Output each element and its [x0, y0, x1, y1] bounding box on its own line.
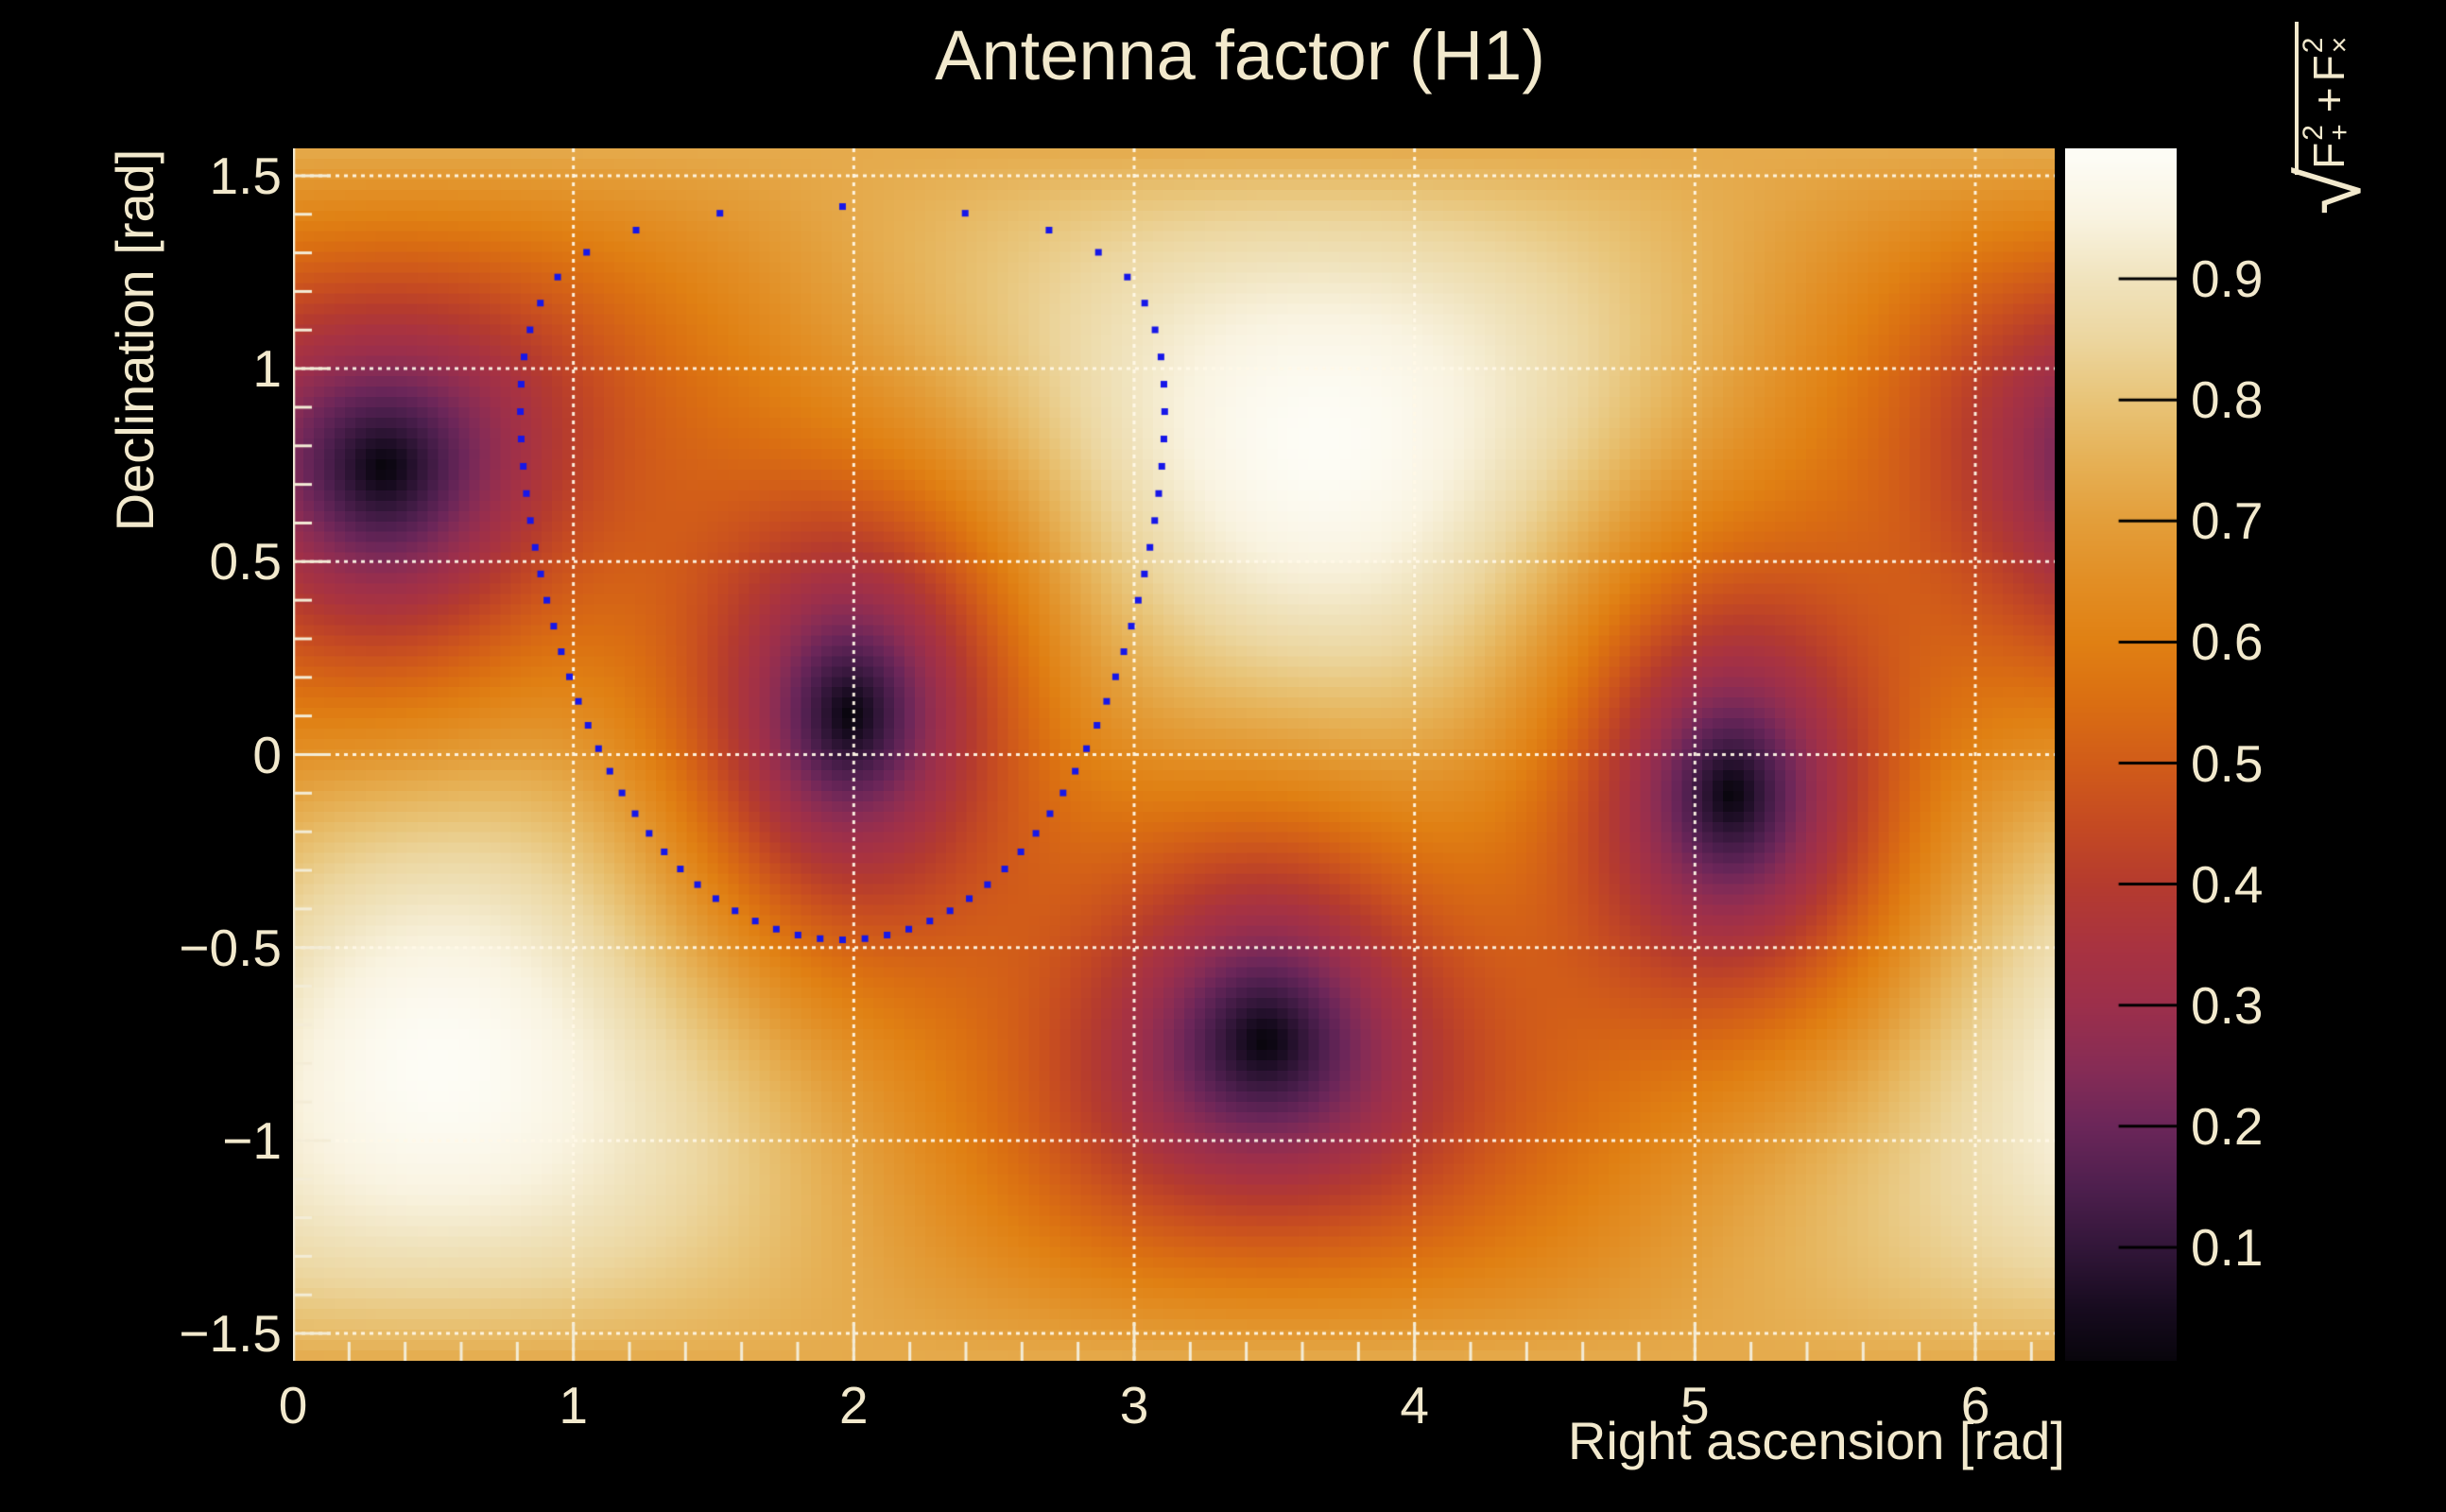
colorbar-tick-label-0.6: 0.6: [2191, 612, 2264, 672]
y-tick-label--1: −1: [222, 1110, 282, 1170]
y-tick-label-0.5: 0.5: [209, 532, 282, 592]
x-tick-label-5: 5: [1680, 1376, 1710, 1435]
colorbar-canvas: [2065, 148, 2177, 1361]
formula-sup-2: 2: [2297, 125, 2329, 141]
formula-f-plus-scripts: 2 +: [2297, 124, 2356, 141]
y-tick-label--1.5: −1.5: [179, 1304, 282, 1364]
colorbar-tick-label-0.8: 0.8: [2191, 370, 2264, 430]
plot-title: Antenna factor (H1): [935, 16, 1545, 94]
y-tick-label-1.5: 1.5: [209, 146, 282, 205]
colorbar-tick-label-0.7: 0.7: [2191, 491, 2264, 551]
x-tick-label-4: 4: [1400, 1376, 1429, 1435]
y-axis-title: Declination [rad]: [105, 148, 164, 532]
y-tick-label-0: 0: [252, 725, 282, 784]
x-tick-label-0: 0: [278, 1376, 308, 1435]
formula-plus-op: +: [2304, 87, 2353, 113]
x-tick-label-1: 1: [559, 1376, 588, 1435]
x-tick-label-3: 3: [1119, 1376, 1149, 1435]
colorbar-tick-label-0.9: 0.9: [2191, 249, 2264, 309]
plot-overlay-canvas: [293, 148, 2055, 1361]
formula-sup-2b: 2: [2297, 37, 2329, 54]
colorbar-tick-label-0.5: 0.5: [2191, 733, 2264, 793]
formula-sub-cross: ×: [2324, 36, 2355, 54]
formula-f-cross-scripts: 2 ×: [2297, 36, 2356, 54]
colorbar-tick-label-0.4: 0.4: [2191, 854, 2264, 914]
y-tick-label-1: 1: [252, 339, 282, 399]
colorbar-axis-title: √ F 2 + + F 2 ×: [2273, 0, 2379, 269]
formula-sub-plus: +: [2324, 124, 2355, 141]
colorbar-tick-label-0.1: 0.1: [2191, 1217, 2264, 1277]
colorbar-tick-label-0.2: 0.2: [2191, 1096, 2264, 1156]
formula-f-cross: F: [2304, 55, 2353, 82]
x-axis-title: Right ascension [rad]: [1567, 1411, 2065, 1470]
x-tick-label-2: 2: [839, 1376, 869, 1435]
formula-radicand: F 2 + + F 2 ×: [2294, 21, 2356, 175]
y-tick-label--0.5: −0.5: [179, 918, 282, 977]
formula-f-plus: F: [2304, 142, 2353, 169]
x-tick-label-6: 6: [1960, 1376, 1990, 1435]
colorbar-tick-label-0.3: 0.3: [2191, 975, 2264, 1035]
